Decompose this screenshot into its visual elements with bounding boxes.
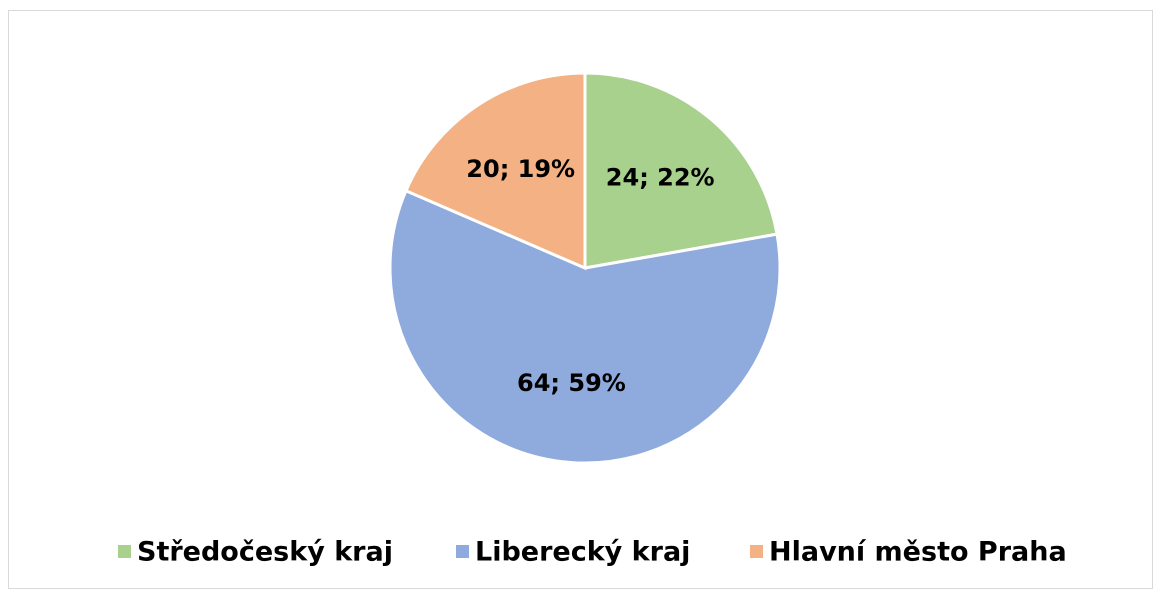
pie-slice (403, 71, 587, 271)
pie-slice (583, 71, 779, 270)
legend-label: Hlavní město Praha (769, 537, 1067, 568)
legend-swatch (750, 545, 763, 558)
legend-label: Středočeský kraj (137, 537, 393, 568)
pie-slice (388, 188, 782, 465)
chart-border (8, 10, 1153, 589)
legend-swatch (456, 545, 469, 558)
data-label: 20; 19% (466, 155, 575, 183)
data-label: 64; 59% (517, 369, 626, 397)
data-label: 24; 22% (606, 163, 715, 191)
legend-swatch (118, 545, 131, 558)
legend-label: Liberecký kraj (475, 537, 690, 568)
